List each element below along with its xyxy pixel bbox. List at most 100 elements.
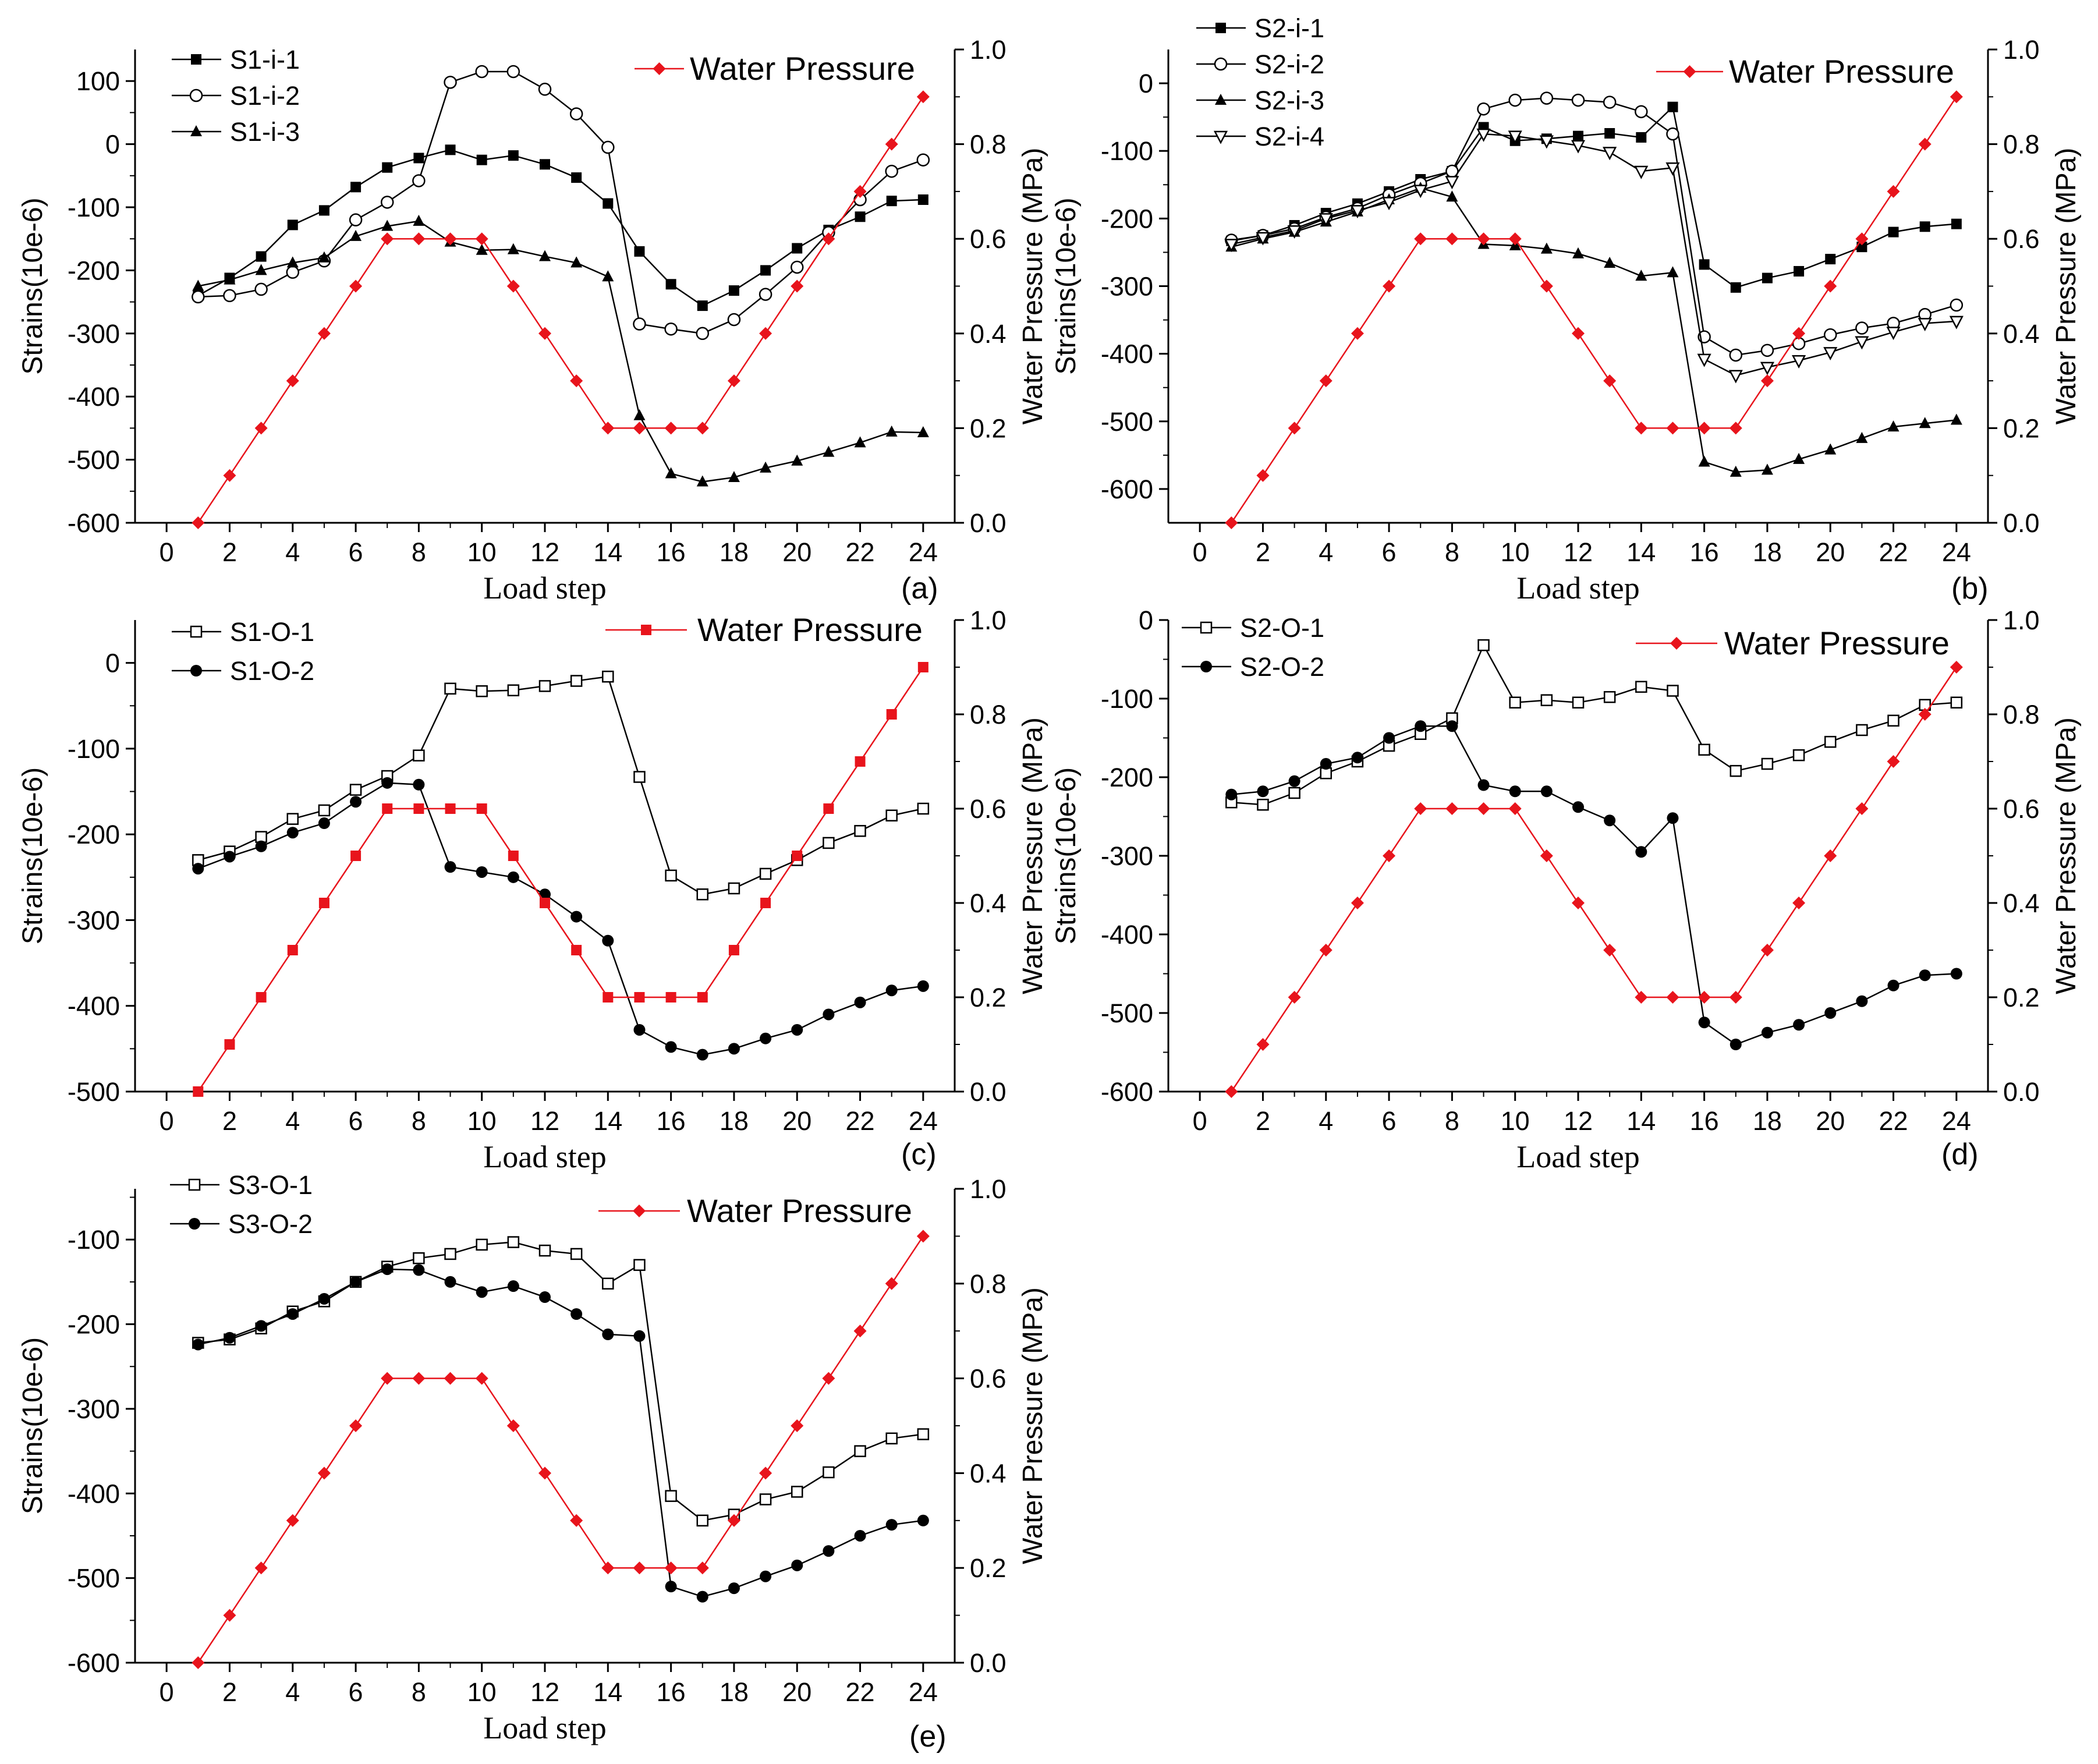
data-point [413, 803, 424, 814]
data-point [570, 1308, 583, 1320]
data-point [412, 232, 426, 246]
data-point [917, 194, 928, 205]
data-point [570, 1514, 583, 1527]
legend-label: Water Pressure [687, 1192, 912, 1229]
x-tick-label: 8 [1445, 537, 1459, 567]
data-point [350, 1276, 362, 1288]
data-point [1666, 991, 1679, 1004]
data-point [382, 803, 393, 814]
data-point [665, 1581, 677, 1593]
panel-label: (a) [901, 572, 938, 605]
x-axis-title: Load step [483, 1139, 606, 1174]
data-point [916, 1230, 930, 1243]
data-point [412, 174, 426, 187]
series-S2-i-1 [1226, 101, 1962, 293]
legend-label: Water Pressure [690, 50, 915, 87]
data-point [1855, 232, 1869, 246]
data-point [792, 243, 803, 254]
data-point [759, 867, 772, 880]
data-point [885, 1519, 898, 1531]
data-point [287, 219, 298, 231]
legend-label: S1-i-1 [230, 45, 300, 75]
data-point [193, 1086, 204, 1097]
x-tick-label: 20 [782, 1677, 811, 1707]
data-point [192, 1338, 204, 1351]
data-point [349, 279, 363, 293]
data-point [224, 1331, 236, 1344]
data-point [538, 327, 551, 340]
series-Water Pressure [193, 662, 928, 1097]
data-point [727, 374, 740, 388]
data-point [538, 680, 551, 692]
data-point [696, 475, 708, 487]
legend-marker [641, 625, 651, 635]
x-tick-label: 14 [593, 537, 622, 567]
legend: S1-i-1 S1-i-2 S1-i-3 Water Pressure [172, 45, 915, 147]
y-tick-label: 0 [105, 130, 120, 160]
data-point [603, 992, 614, 1003]
data-point [413, 1252, 425, 1264]
x-tick-label: 8 [412, 537, 426, 567]
data-point [1603, 95, 1617, 109]
data-point [1761, 757, 1774, 770]
data-point [1508, 130, 1522, 144]
data-point [1698, 455, 1710, 467]
series-S1-O-2 [192, 777, 929, 1061]
data-point [1729, 991, 1742, 1004]
data-point [633, 421, 646, 435]
y-tick-label: -500 [1101, 407, 1153, 437]
data-point [759, 1493, 772, 1506]
legend-label: Water Pressure [1724, 625, 1950, 661]
data-point [823, 1008, 835, 1021]
data-point [224, 851, 236, 863]
legend-label: S2-i-3 [1254, 86, 1324, 115]
x-tick-label: 10 [1501, 1106, 1530, 1136]
series-S3-O-2 [192, 1263, 929, 1603]
y-tick-label: -400 [68, 991, 120, 1021]
data-point [665, 869, 677, 882]
x-tick-label: 14 [1626, 537, 1656, 567]
data-point [538, 1467, 551, 1480]
data-point [633, 771, 646, 783]
x-tick-label: 4 [285, 537, 300, 567]
y-tick-label: 0 [1139, 69, 1153, 98]
data-point [697, 992, 708, 1003]
data-point [255, 1320, 267, 1332]
data-point [1792, 355, 1806, 369]
data-point [822, 232, 835, 246]
y2-tick-label: 0.0 [970, 508, 1007, 538]
legend-label: Water Pressure [1729, 53, 1954, 90]
x-tick-label: 10 [1501, 537, 1530, 567]
y-tick-label: -200 [68, 820, 120, 849]
data-point [1667, 266, 1679, 278]
y-tick-label: -300 [68, 1394, 120, 1424]
data-point [1919, 417, 1931, 428]
x-tick-label: 16 [657, 1677, 686, 1707]
y2-tick-label: 0.0 [2003, 508, 2040, 538]
data-point [916, 153, 930, 167]
data-point [1667, 685, 1679, 697]
x-tick-label: 8 [1445, 1106, 1459, 1136]
data-point [1730, 282, 1741, 293]
data-point [1634, 165, 1649, 179]
data-point [1824, 279, 1837, 293]
y-tick-label: -200 [68, 256, 120, 285]
y-tick-label: -500 [68, 1077, 120, 1107]
data-point [664, 322, 678, 336]
data-point [1603, 691, 1616, 703]
y2-tick-label: 0.2 [970, 413, 1007, 443]
data-point [1540, 279, 1553, 293]
data-point [917, 426, 929, 437]
data-point [256, 992, 267, 1003]
data-point [1288, 775, 1300, 787]
data-point [1477, 639, 1490, 651]
data-point [1382, 197, 1397, 211]
y2-tick-label: 1.0 [970, 1174, 1007, 1204]
panel-label: (c) [901, 1138, 937, 1171]
data-point [1509, 696, 1521, 709]
x-tick-label: 2 [1256, 1106, 1270, 1136]
data-point [601, 1561, 615, 1575]
data-point [1288, 991, 1301, 1004]
x-tick-label: 24 [909, 1677, 938, 1707]
y-axis-title: Strains(10e-6) [17, 767, 48, 944]
